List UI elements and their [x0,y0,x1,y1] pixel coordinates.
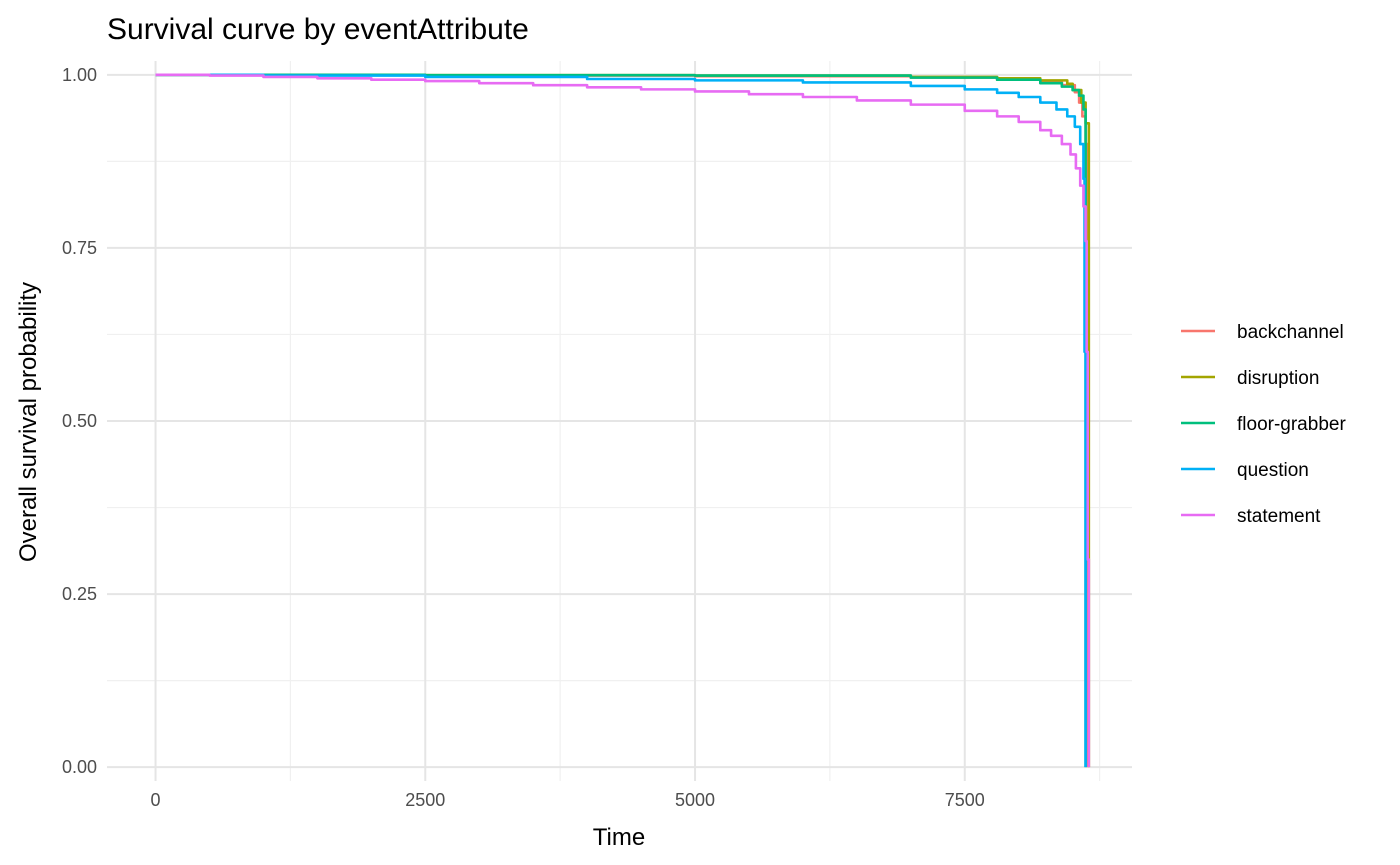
legend-label: backchannel [1237,322,1344,343]
legend-label: statement [1237,506,1321,527]
series-line-question [155,73,1087,768]
x-tick-label: 5000 [675,790,715,810]
x-tick-label: 0 [151,790,161,810]
legend-item-question: question [1181,460,1309,481]
y-tick-label: 0.00 [62,757,97,777]
legend-label: floor-grabber [1237,414,1346,435]
chart-title: Survival curve by eventAttribute [107,13,529,46]
y-axis-ticks: 0.00 0.25 0.50 0.75 1.00 [62,65,97,777]
x-axis-ticks: 0 2500 5000 7500 [151,790,985,810]
series-line-statement [155,73,1091,768]
legend-item-backchannel: backchannel [1181,322,1344,343]
grid [107,61,1132,781]
series-layer [155,73,1091,768]
legend-item-statement: statement [1181,506,1321,527]
x-axis-title: Time [593,824,645,851]
legend-label: question [1237,460,1309,481]
x-tick-label: 2500 [405,790,445,810]
legend: backchannel disruption floor-grabber questi… [1181,322,1346,527]
x-tick-label: 7500 [945,790,985,810]
series-line-floor-grabber [155,73,1087,768]
y-tick-label: 0.75 [62,238,97,258]
legend-item-floor-grabber: floor-grabber [1181,414,1346,435]
legend-item-disruption: disruption [1181,368,1319,389]
legend-label: disruption [1237,368,1319,389]
y-tick-label: 0.25 [62,584,97,604]
y-tick-label: 0.50 [62,411,97,431]
y-axis-title: Overall survival probability [15,282,42,562]
y-tick-label: 1.00 [62,65,97,85]
